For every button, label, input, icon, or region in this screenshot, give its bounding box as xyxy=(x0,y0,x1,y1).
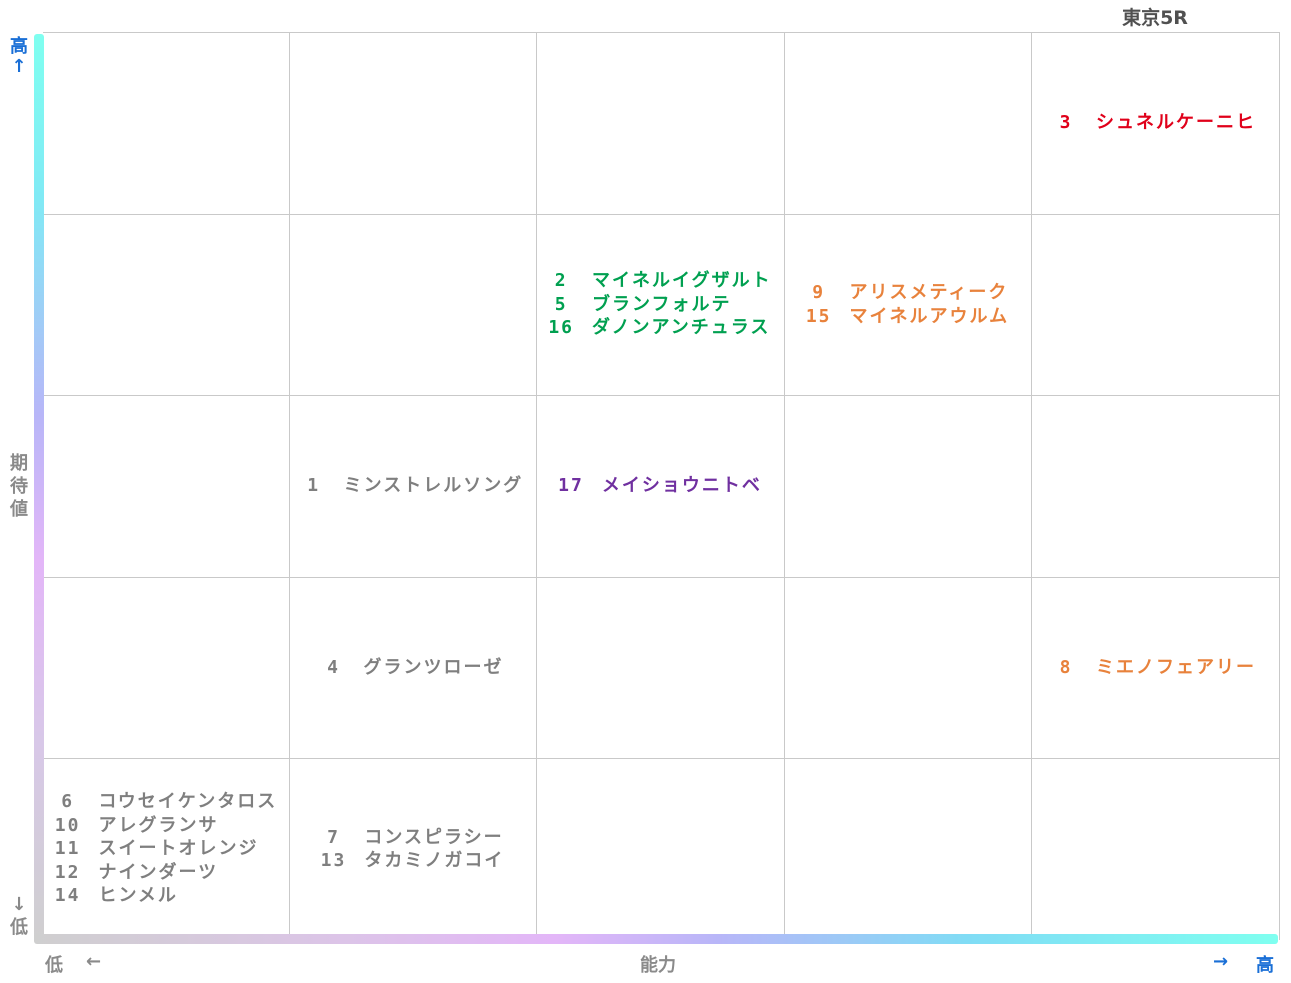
horse-entry: 11 スイートオレンジ xyxy=(55,837,277,861)
matrix-cell: 9 アリスメティーク 15 マイネルアウルム xyxy=(784,214,1031,395)
horse-number: 8 xyxy=(1059,656,1073,678)
horse-name: アリスメティーク xyxy=(849,282,1009,303)
horse-number: 12 xyxy=(54,861,81,883)
horse-name: ナインダーツ xyxy=(98,861,219,883)
matrix-cell: 8 ミエノフェアリー xyxy=(1031,577,1279,758)
horse-list: 1 ミンストレルソング xyxy=(302,474,524,498)
horse-name: コンスピラシー xyxy=(364,826,504,848)
horse-name: ダノンアンチュラス xyxy=(592,317,771,339)
horse-number: 5 xyxy=(554,293,568,315)
horse-entry: 1 ミンストレルソング xyxy=(302,474,524,498)
grid-row-line xyxy=(43,214,1279,215)
horse-number: 2 xyxy=(554,270,568,292)
matrix-cell: 3 シュネルケーニヒ xyxy=(1031,32,1279,214)
horse-number: 7 xyxy=(327,826,340,848)
horse-entry: 4 グランツローゼ xyxy=(322,656,504,680)
horse-name: メイショウニトベ xyxy=(601,475,762,497)
horse-name: タカミノガコイ xyxy=(364,850,505,871)
x-axis-label: 能力 xyxy=(640,955,676,976)
horse-entry: 6 コウセイケンタロス xyxy=(55,790,277,814)
horse-list: 17 メイショウニトベ xyxy=(558,474,762,498)
up-arrow-icon: ↑ xyxy=(11,56,27,77)
horse-number: 4 xyxy=(327,656,340,678)
y-axis-label-char: 値 xyxy=(10,499,28,520)
y-axis-label-char: 待 xyxy=(10,476,28,497)
horse-list: 7 コンスピラシー 13 タカミノガコイ xyxy=(321,826,505,873)
grid-column-line xyxy=(784,32,785,940)
chart-title: 東京5R xyxy=(1122,7,1188,29)
horse-entry: 10 アレグランサ xyxy=(55,814,277,838)
horse-list: 8 ミエノフェアリー xyxy=(1054,656,1256,680)
horse-number: 11 xyxy=(54,838,81,860)
horse-number: 13 xyxy=(320,850,347,871)
horse-name: マイネルイグザルト xyxy=(592,270,772,292)
x-axis-low-label: 低 xyxy=(45,955,63,976)
horse-name: ヒンメル xyxy=(98,885,178,907)
horse-number: 10 xyxy=(54,814,81,836)
horse-name: ミエノフェアリー xyxy=(1096,656,1256,678)
y-axis-label: 期待値 xyxy=(9,452,29,521)
horse-entry: 7 コンスピラシー xyxy=(321,826,505,850)
grid-row-line xyxy=(43,577,1279,578)
horse-entry: 3 シュネルケーニヒ xyxy=(1054,111,1256,135)
matrix-cell: 4 グランツローゼ xyxy=(289,577,536,758)
horse-entry: 9 アリスメティーク xyxy=(806,281,1009,305)
horse-number: 1 xyxy=(307,475,321,497)
horse-entry: 13 タカミノガコイ xyxy=(321,849,505,873)
right-arrow-icon: → xyxy=(1213,951,1229,972)
horse-entry: 17 メイショウニトベ xyxy=(558,474,762,498)
horse-name: ブランフォルテ xyxy=(592,293,732,315)
horse-name: シュネルケーニヒ xyxy=(1096,112,1256,134)
horse-name: グランツローゼ xyxy=(363,656,504,678)
matrix-cell: 2 マイネルイグザルト 5 ブランフォルテ 16 ダノンアンチュラス xyxy=(536,214,784,395)
horse-number: 17 xyxy=(558,475,584,497)
horse-list: 3 シュネルケーニヒ xyxy=(1054,111,1256,135)
horse-entry: 15 マイネルアウルム xyxy=(806,305,1009,329)
matrix-cell: 17 メイショウニトベ xyxy=(536,395,784,577)
matrix-cell: 6 コウセイケンタロス 10 アレグランサ 11 スイートオレンジ 12 ナインダーツ 14 ヒン… xyxy=(43,758,289,940)
grid-row-line xyxy=(43,395,1279,396)
horse-number: 3 xyxy=(1059,112,1073,134)
left-arrow-icon: ← xyxy=(86,951,102,972)
horse-number: 15 xyxy=(805,305,832,327)
horse-entry: 14 ヒンメル xyxy=(55,884,277,908)
horse-name: アレグランサ xyxy=(98,814,219,836)
horse-name: スイートオレンジ xyxy=(98,838,259,860)
horse-number: 9 xyxy=(812,282,826,303)
y-axis-low-label: 低 xyxy=(10,917,28,938)
y-axis-bar xyxy=(34,34,44,942)
matrix-cell: 1 ミンストレルソング xyxy=(289,395,536,577)
horse-list: 2 マイネルイグザルト 5 ブランフォルテ 16 ダノンアンチュラス xyxy=(548,269,771,340)
horse-number: 14 xyxy=(54,885,81,907)
horse-list: 6 コウセイケンタロス 10 アレグランサ 11 スイートオレンジ 12 ナインダーツ 14 ヒン… xyxy=(55,790,277,908)
grid-column-line xyxy=(536,32,537,940)
horse-entry: 12 ナインダーツ xyxy=(55,861,277,885)
horse-name: マイネルアウルム xyxy=(849,305,1010,327)
horse-number: 16 xyxy=(548,317,575,339)
matrix-cell: 7 コンスピラシー 13 タカミノガコイ xyxy=(289,758,536,940)
horse-entry: 5 ブランフォルテ xyxy=(548,293,771,317)
horse-entry: 8 ミエノフェアリー xyxy=(1054,656,1256,680)
x-axis-high-label: 高 xyxy=(1256,955,1274,976)
grid-row-line xyxy=(43,758,1279,759)
grid-column-line xyxy=(289,32,290,940)
grid-column-line xyxy=(1031,32,1032,940)
horse-name: ミンストレルソング xyxy=(343,475,524,497)
matrix-grid: 3 シュネルケーニヒ 2 マイネルイグザルト 5 ブランフォルテ 16 ダノンアンチュラス 9 ア… xyxy=(43,32,1280,940)
horse-list: 4 グランツローゼ xyxy=(322,656,504,680)
y-axis-high-label: 高 xyxy=(10,36,28,57)
horse-list: 9 アリスメティーク 15 マイネルアウルム xyxy=(806,281,1009,328)
horse-name: コウセイケンタロス xyxy=(98,791,278,813)
grid-column-line xyxy=(1279,32,1280,940)
horse-number: 6 xyxy=(61,791,75,813)
y-axis-label-char: 期 xyxy=(10,453,28,474)
down-arrow-icon: ↓ xyxy=(11,894,27,915)
horse-entry: 16 ダノンアンチュラス xyxy=(548,316,771,340)
horse-entry: 2 マイネルイグザルト xyxy=(548,269,771,293)
grid-row-line xyxy=(43,32,1279,33)
x-axis-bar xyxy=(34,934,1278,944)
